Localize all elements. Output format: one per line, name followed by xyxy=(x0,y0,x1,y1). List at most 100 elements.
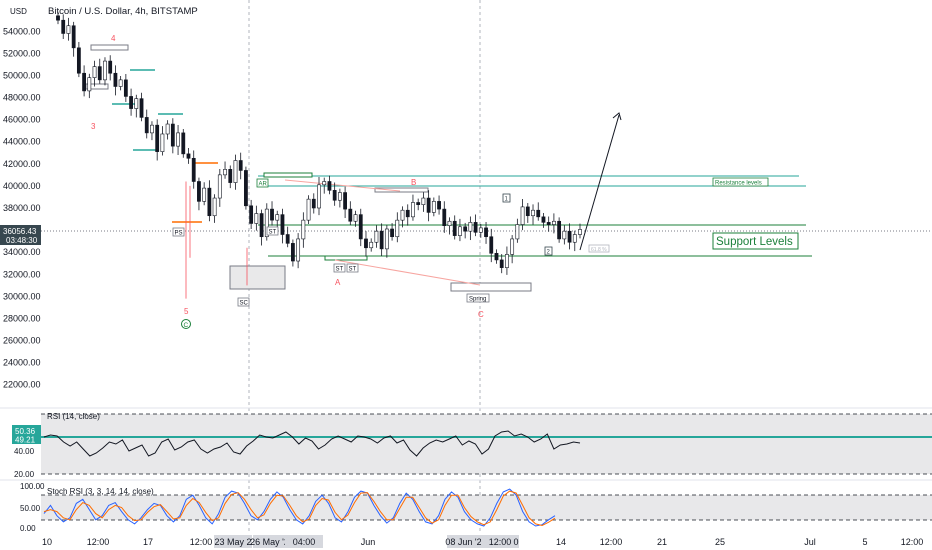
candle-body[interactable] xyxy=(562,230,567,240)
candle-body[interactable] xyxy=(525,206,530,217)
candle-body[interactable] xyxy=(468,222,473,232)
candle-body[interactable] xyxy=(374,230,379,243)
candle-body[interactable] xyxy=(285,234,290,244)
candle-body[interactable] xyxy=(306,198,311,221)
candle-body[interactable] xyxy=(447,220,452,226)
accumulation-box[interactable] xyxy=(229,265,286,290)
candle-body[interactable] xyxy=(197,181,201,202)
projection-arrow-line[interactable] xyxy=(579,114,620,251)
candle-body[interactable] xyxy=(358,214,363,240)
candle-body[interactable] xyxy=(421,197,426,205)
candle-body[interactable] xyxy=(61,19,66,34)
label-st-2[interactable]: ST xyxy=(333,263,346,273)
candle-body[interactable] xyxy=(322,181,327,186)
candle-body[interactable] xyxy=(431,201,436,213)
candle-body[interactable] xyxy=(129,96,133,109)
candle-body[interactable] xyxy=(207,187,212,217)
candle-body[interactable] xyxy=(139,98,144,118)
candle-body[interactable] xyxy=(165,123,170,135)
candle-body[interactable] xyxy=(123,79,128,97)
candle-body[interactable] xyxy=(463,226,468,232)
candle-body[interactable] xyxy=(228,169,233,183)
candle-body[interactable] xyxy=(437,201,441,210)
candle-body[interactable] xyxy=(452,220,457,236)
candle-body[interactable] xyxy=(572,234,577,243)
candle-body[interactable] xyxy=(155,124,160,152)
candle-body[interactable] xyxy=(353,214,358,222)
symbol-title[interactable]: Bitcoin / U.S. Dollar, 4h, BITSTAMP xyxy=(48,6,198,17)
candle-body[interactable] xyxy=(150,124,154,134)
candle-body[interactable] xyxy=(541,216,546,223)
candle-body[interactable] xyxy=(369,241,374,249)
candle-body[interactable] xyxy=(113,72,118,87)
candle-body[interactable] xyxy=(191,157,196,182)
candle-body[interactable] xyxy=(254,213,259,224)
stoch-pane[interactable]: Stoch RSI (3, 3, 14, 14, close) xyxy=(41,487,932,527)
label-ps[interactable]: PS xyxy=(172,227,185,237)
candle-body[interactable] xyxy=(520,206,525,225)
candle-body[interactable] xyxy=(536,209,541,218)
candle-body[interactable] xyxy=(259,213,264,238)
candle-body[interactable] xyxy=(578,229,582,235)
candle-body[interactable] xyxy=(311,198,316,209)
label-one[interactable]: 1 xyxy=(502,193,511,203)
candle-body[interactable] xyxy=(186,153,191,159)
candle-body[interactable] xyxy=(144,117,149,134)
candle-body[interactable] xyxy=(66,25,71,34)
candle-body[interactable] xyxy=(494,252,499,261)
label-pct[interactable]: 61.8 % xyxy=(588,244,610,253)
candle-body[interactable] xyxy=(510,238,515,255)
price-axis-panel[interactable] xyxy=(0,0,41,550)
candle-body[interactable] xyxy=(212,197,217,217)
label-resistance-levels[interactable]: Resistance levels xyxy=(712,177,769,187)
candle-body[interactable] xyxy=(280,214,285,235)
candle-body[interactable] xyxy=(275,214,280,221)
candle-body[interactable] xyxy=(416,202,421,205)
candle-body[interactable] xyxy=(551,220,556,225)
candle-body[interactable] xyxy=(92,66,97,78)
candle-body[interactable] xyxy=(332,190,337,201)
candle-body[interactable] xyxy=(296,238,301,262)
candle-body[interactable] xyxy=(557,220,562,240)
candle-body[interactable] xyxy=(489,236,494,254)
label-st-3[interactable]: ST xyxy=(346,263,359,273)
candle-body[interactable] xyxy=(484,227,488,238)
candle-body[interactable] xyxy=(405,209,410,218)
candle-body[interactable] xyxy=(364,238,368,249)
label-ar[interactable]: AR xyxy=(256,178,269,188)
label-spring[interactable]: Spring xyxy=(466,293,490,303)
candle-body[interactable] xyxy=(249,205,254,224)
candle-body[interactable] xyxy=(118,79,123,87)
candle-body[interactable] xyxy=(160,133,165,152)
spring-box[interactable] xyxy=(450,282,532,292)
label-st-1[interactable]: ST xyxy=(266,226,279,236)
candle-body[interactable] xyxy=(170,123,175,147)
candle-body[interactable] xyxy=(82,72,87,92)
candle-body[interactable] xyxy=(499,259,504,268)
candle-body[interactable] xyxy=(134,98,139,109)
candle-body[interactable] xyxy=(442,208,447,226)
candle-body[interactable] xyxy=(97,66,102,81)
candle-body[interactable] xyxy=(473,222,478,233)
candle-body[interactable] xyxy=(348,208,353,222)
candle-body[interactable] xyxy=(567,230,572,243)
candle-body[interactable] xyxy=(458,226,462,236)
candle-body[interactable] xyxy=(108,60,113,74)
candle-body[interactable] xyxy=(202,187,207,202)
candle-body[interactable] xyxy=(270,208,274,221)
candle-body[interactable] xyxy=(87,77,92,92)
candle-body[interactable] xyxy=(176,132,180,147)
candle-body[interactable] xyxy=(76,47,81,74)
candle-body[interactable] xyxy=(238,160,243,171)
candle-body[interactable] xyxy=(327,181,332,191)
candlestick-series[interactable] xyxy=(56,11,582,299)
rsi-pane[interactable]: RSI (14, close) xyxy=(41,412,932,475)
candle-body[interactable] xyxy=(56,15,60,21)
candle-body[interactable] xyxy=(400,209,405,221)
candle-body[interactable] xyxy=(223,169,227,176)
candle-body[interactable] xyxy=(317,184,321,209)
candle-body[interactable] xyxy=(244,170,248,207)
candle-body[interactable] xyxy=(426,197,431,213)
candle-body[interactable] xyxy=(301,219,306,240)
